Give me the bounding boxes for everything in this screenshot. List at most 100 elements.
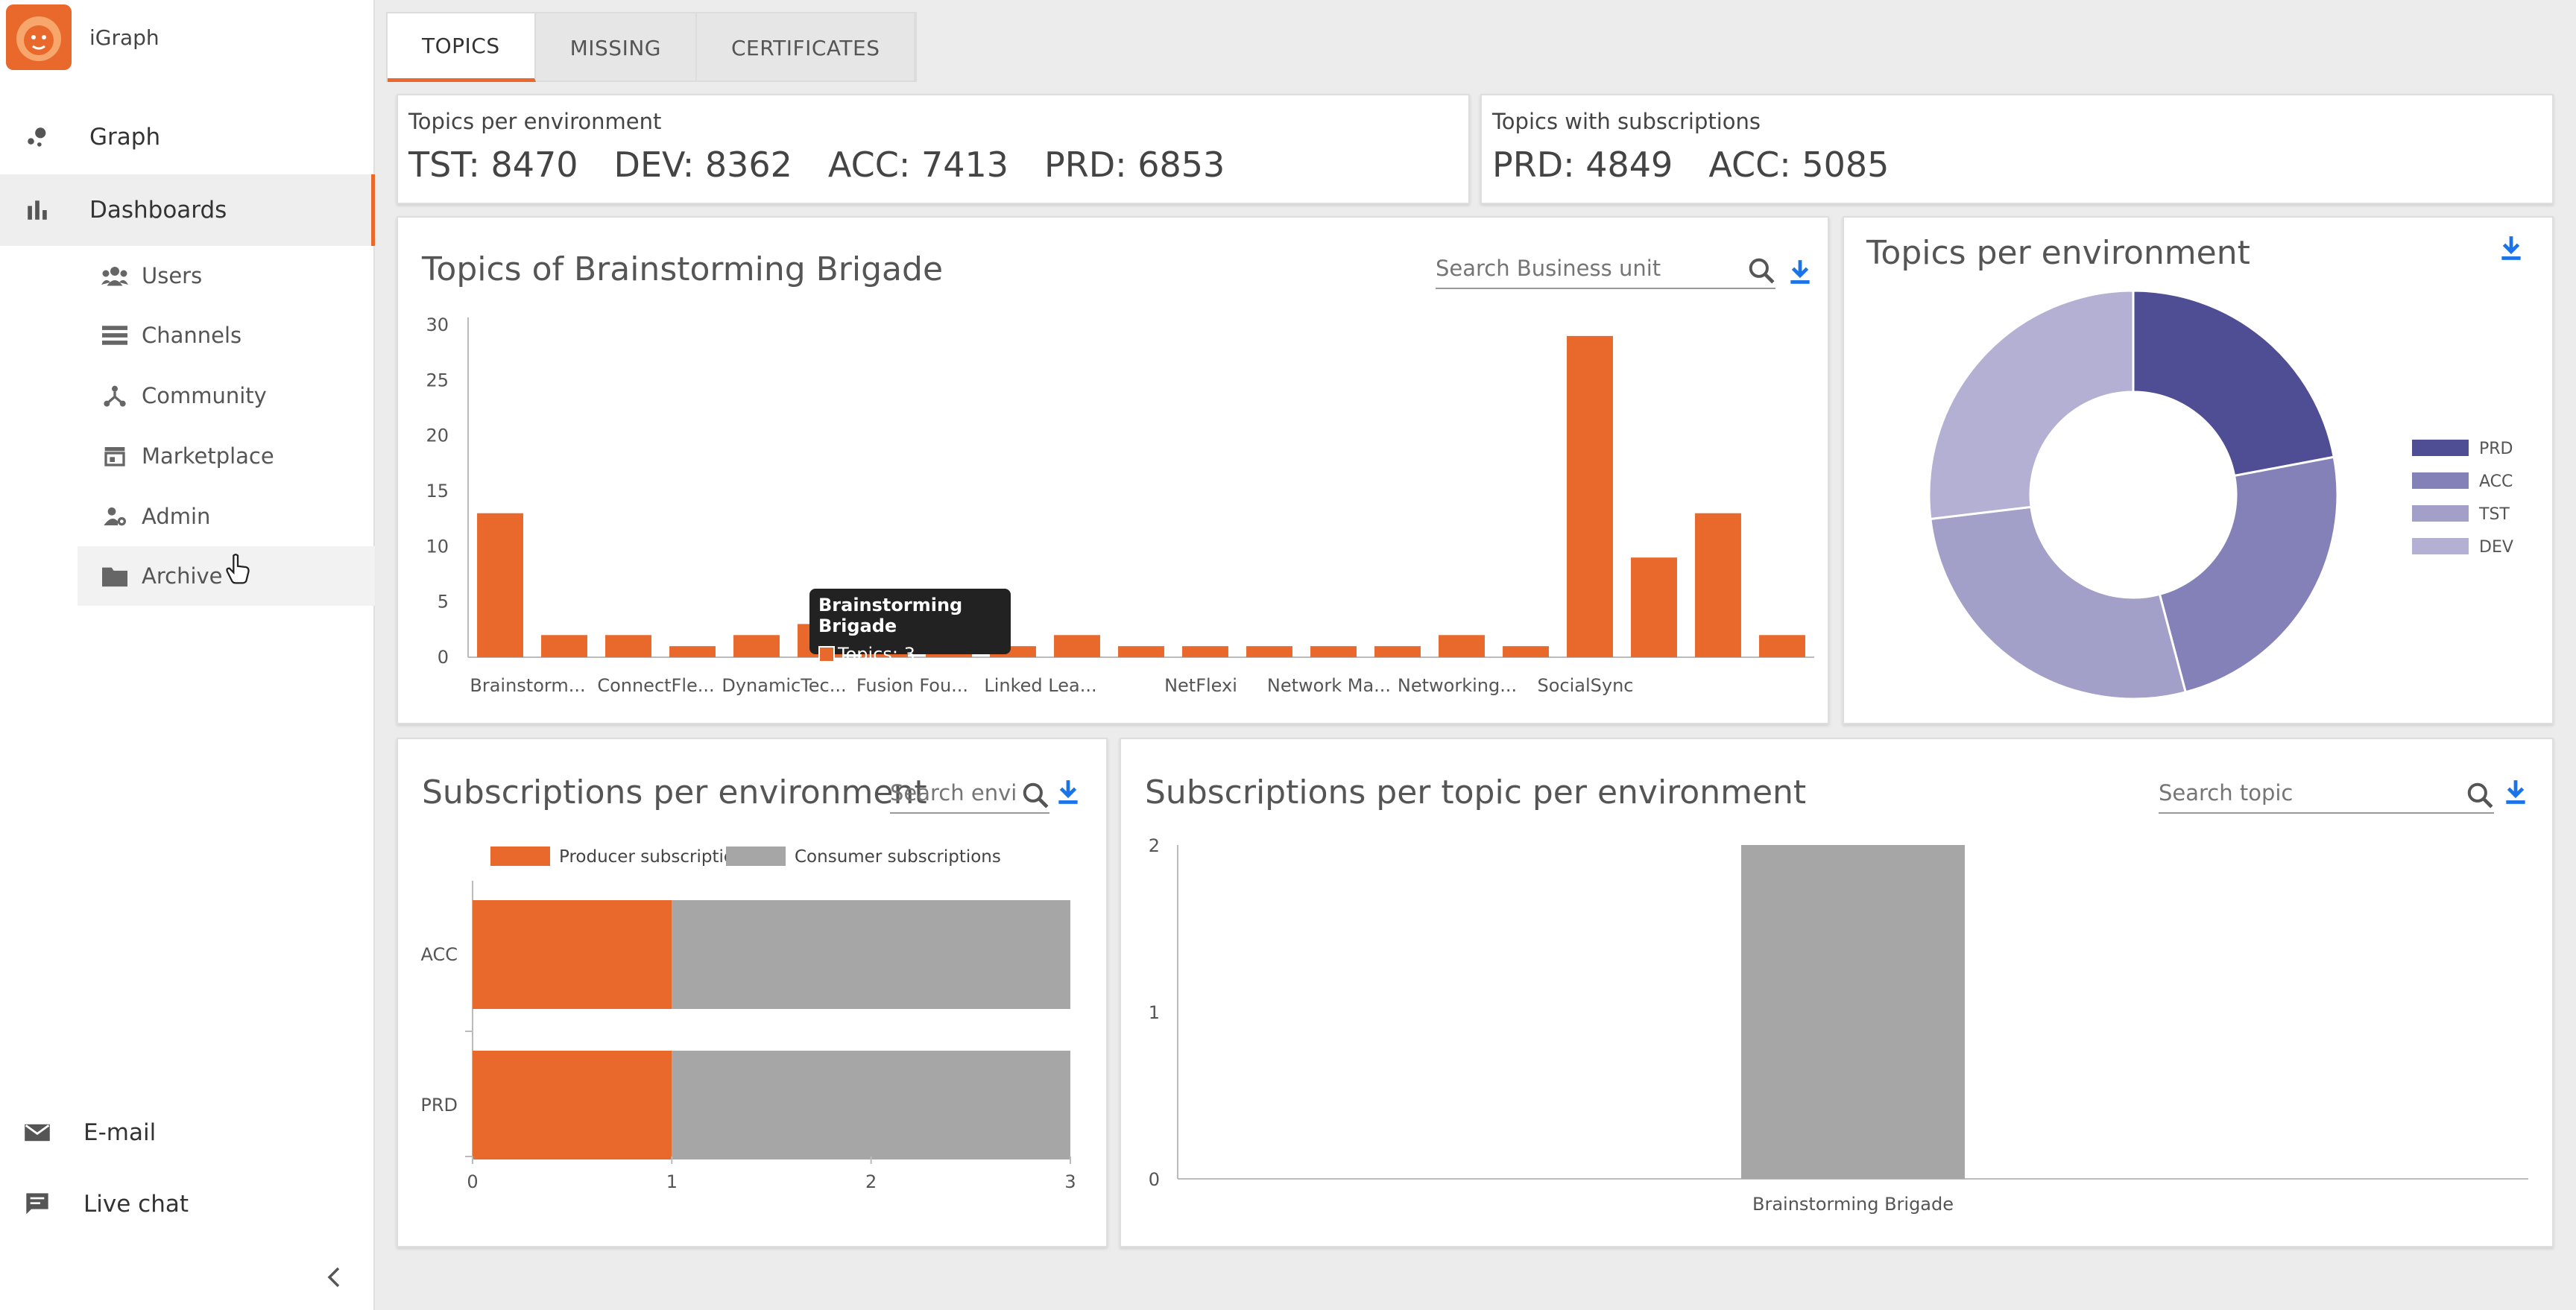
tab-topics[interactable]: TOPICS (388, 13, 536, 82)
folder-icon (101, 563, 128, 589)
nav-item-label: Graph (89, 124, 161, 151)
legend-label: TST (2478, 505, 2510, 524)
subscriptions-per-environment-card: Subscriptions per environment Producer s… (397, 738, 1108, 1247)
chevron-left-icon (327, 1267, 340, 1288)
bar (1759, 635, 1805, 657)
stat-values: TST: 8470 DEV: 8362 ACC: 7413 PRD: 6853 (408, 145, 1225, 185)
search-icon[interactable] (2466, 781, 2494, 809)
stacked-bar-segment (473, 1051, 672, 1159)
legend-swatch (490, 847, 550, 866)
stat-value-acc: ACC: 5085 (1708, 145, 1890, 185)
y-tick-label: 25 (426, 370, 449, 390)
download-icon[interactable] (2501, 778, 2530, 806)
legend-swatch (2412, 472, 2469, 489)
y-tick-label: 1 (1149, 1002, 1160, 1023)
x-tick-label: NetFlexi (1164, 675, 1237, 696)
bar (1310, 646, 1357, 657)
bar (1439, 635, 1485, 657)
x-tick-label: DynamicTec... (722, 675, 846, 696)
topics-per-environment-donut-chart: PRD ACC TST DEV (1928, 289, 2513, 700)
tab-bar: TOPICS MISSING CERTIFICATES (386, 12, 918, 82)
legend-swatch (2412, 538, 2469, 554)
x-tick-label: Linked Lea... (984, 675, 1096, 696)
download-icon[interactable] (1054, 778, 1082, 806)
tooltip-title: Brainstorming Brigade (818, 595, 963, 636)
x-tick-label: ConnectFle... (597, 675, 714, 696)
tooltip-value: Topics: 3 (838, 644, 915, 665)
y-tick-label: 0 (1149, 1169, 1160, 1190)
business-unit-search (1436, 250, 1775, 289)
x-tick-label: Network Ma... (1267, 675, 1391, 696)
sidebar-item-admin[interactable]: Admin (78, 487, 375, 546)
download-icon[interactable] (2497, 234, 2525, 262)
legend-label: Producer subscriptions (559, 847, 754, 867)
bar (669, 646, 716, 657)
environment-search (890, 775, 1049, 814)
bar (1695, 513, 1741, 657)
sidebar-item-users[interactable]: Users (78, 246, 375, 306)
nav-item-label: Dashboards (89, 197, 227, 224)
admin-icon (101, 503, 128, 530)
bar (1374, 646, 1421, 657)
business-unit-search-input[interactable] (1436, 250, 1775, 286)
nav-item-graph[interactable]: Graph (0, 101, 375, 173)
donut-slice (1928, 289, 2135, 521)
download-icon[interactable] (1786, 258, 1814, 286)
nav-item-dashboards[interactable]: Dashboards (0, 174, 375, 246)
bar (1054, 635, 1100, 657)
collapse-sidebar-button[interactable] (321, 1264, 347, 1291)
card-title: Topics of Brainstorming Brigade (422, 250, 944, 288)
tooltip-row: Topics: 3 (818, 644, 1002, 665)
nav-item-email[interactable]: E-mail (0, 1097, 375, 1168)
topics-with-subscriptions-stat-card: Topics with subscriptions PRD: 4849 ACC:… (1480, 94, 2554, 204)
stacked-bar-segment (672, 1051, 1070, 1159)
bar (605, 635, 651, 657)
sidebar-item-channels[interactable]: Channels (78, 306, 375, 365)
card-title: Subscriptions per environment (422, 773, 927, 811)
search-icon[interactable] (1747, 256, 1775, 285)
environment-search-input[interactable] (890, 775, 1049, 811)
x-tick-label: 3 (1064, 1171, 1076, 1192)
bar (541, 635, 587, 657)
stat-title: Topics per environment (408, 109, 662, 134)
x-tick-label: Fusion Fou... (856, 675, 968, 696)
x-tick-label: 0 (467, 1171, 478, 1192)
stat-value-dev: DEV: 8362 (613, 145, 792, 185)
sidebar-item-archive[interactable]: Archive (78, 546, 375, 606)
topic-search-input[interactable] (2159, 775, 2494, 811)
stacked-bar-segment (672, 900, 1070, 1009)
subscriptions-per-environment-chart: Producer subscriptions Consumer subscript… (420, 847, 1076, 1192)
bar (733, 635, 780, 657)
users-icon (101, 262, 128, 289)
app-title: iGraph (89, 25, 160, 50)
nav-item-live-chat[interactable]: Live chat (0, 1168, 375, 1240)
bar (1567, 335, 1613, 657)
topics-per-environment-card: Topics per environment PRD ACC TST DEV (1843, 216, 2554, 724)
graph-icon (22, 122, 52, 152)
y-tick-label: 0 (438, 647, 449, 668)
sidebar-item-marketplace[interactable]: Marketplace (78, 426, 375, 486)
bar-chart-icon (22, 195, 52, 225)
y-tick-label: ACC (420, 944, 458, 965)
stat-value-acc: ACC: 7413 (827, 145, 1009, 185)
search-icon[interactable] (1021, 781, 1049, 809)
sidebar-item-label: Admin (142, 504, 211, 529)
stat-values: PRD: 4849 ACC: 5085 (1492, 145, 1889, 185)
lion-logo-icon (6, 4, 72, 70)
y-tick-label: 15 (426, 481, 449, 501)
bar (1118, 646, 1164, 657)
nav-item-label: Live chat (83, 1191, 189, 1218)
tab-missing[interactable]: MISSING (536, 13, 697, 82)
community-icon (101, 382, 128, 409)
business-unit-bar-chart: 0 5 10 15 20 25 30 Brainstorm... ConnectFle... Dy… (426, 314, 1814, 696)
x-tick-label: Brainstorming Brigade (1752, 1194, 1954, 1215)
sidebar-item-community[interactable]: Community (78, 366, 375, 425)
bar (1182, 646, 1228, 657)
legend-label: PRD (2479, 440, 2513, 458)
donut-slice (1929, 505, 2188, 700)
bar (1503, 646, 1549, 657)
bar (1246, 646, 1292, 657)
card-title: Topics per environment (1866, 234, 2250, 272)
sidebar-item-label: Marketplace (142, 443, 274, 469)
tab-certificates[interactable]: CERTIFICATES (697, 13, 916, 82)
